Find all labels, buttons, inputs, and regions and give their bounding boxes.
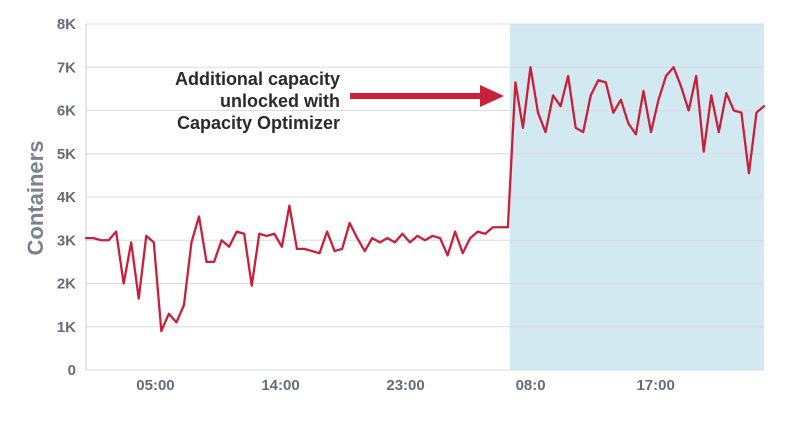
x-tick-label: 23:00 (386, 377, 424, 394)
y-tick-label: 1K (57, 319, 76, 336)
y-tick-label: 8K (57, 16, 76, 33)
containers-series-line (84, 66, 766, 333)
annotation-line-1: Additional capacity (175, 69, 340, 89)
annotation-arrow-head (480, 85, 504, 107)
annotation: Additional capacity unlocked with Capaci… (175, 69, 504, 133)
y-tick-label: 3K (57, 232, 76, 249)
y-axis-ticks: 0 1K 2K 3K 4K 5K 6K 7K 8K (57, 16, 76, 379)
y-tick-label: 4K (57, 189, 76, 206)
y-axis-title: Containers (23, 141, 48, 256)
y-tick-label: 7K (57, 59, 76, 76)
gridlines (86, 23, 764, 371)
annotation-line-2: unlocked with (220, 91, 340, 111)
y-tick-label: 5K (57, 146, 76, 163)
y-tick-label: 6K (57, 103, 76, 120)
x-tick-label: 08:0 (516, 377, 546, 394)
annotation-line-3: Capacity Optimizer (177, 113, 340, 133)
x-tick-label: 17:00 (636, 377, 674, 394)
y-tick-label: 0 (68, 362, 76, 379)
x-tick-label: 05:00 (136, 377, 174, 394)
x-axis-ticks: 05:00 14:00 23:00 08:0 17:00 (136, 377, 675, 394)
y-tick-label: 2K (57, 276, 76, 293)
x-tick-label: 14:00 (261, 377, 299, 394)
